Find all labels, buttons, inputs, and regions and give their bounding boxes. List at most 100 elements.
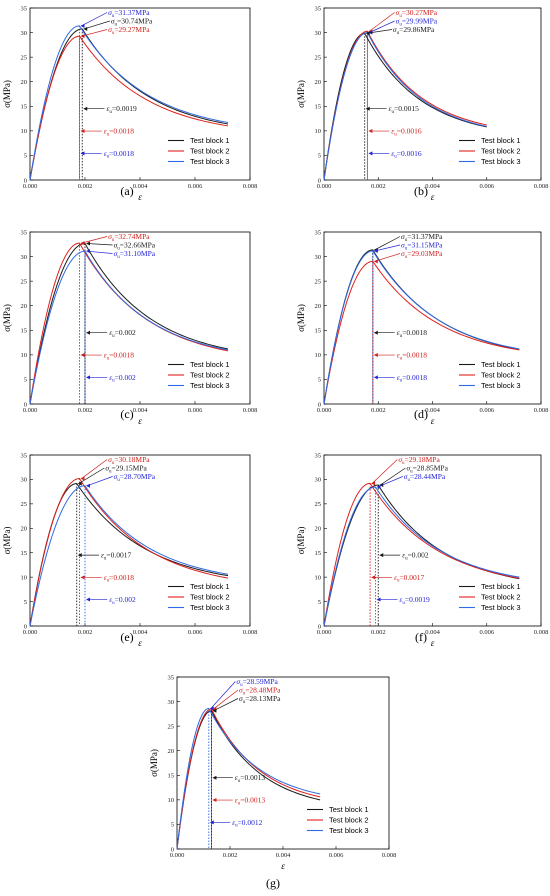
legend-label: Test block 2 xyxy=(481,147,521,156)
x-tick-label: 0.008 xyxy=(534,407,549,414)
y-tick-label: 25 xyxy=(21,278,28,285)
y-tick-label: 25 xyxy=(315,278,322,285)
y-tick-label: 25 xyxy=(315,54,322,61)
peak-strain-label: εu=0.002 xyxy=(109,595,136,606)
peak-stress-label: σu=28.44MPa xyxy=(404,472,446,483)
series-line xyxy=(323,250,520,405)
y-tick-label: 15 xyxy=(21,104,28,111)
peak-strain-label: εu=0.0019 xyxy=(399,595,430,606)
peak-annotation-arrow xyxy=(86,476,113,487)
arrow-head xyxy=(80,353,85,358)
y-tick-label: 35 xyxy=(168,674,175,681)
y-tick-label: 0 xyxy=(318,623,321,630)
peak-strain-label: εu=0.0019 xyxy=(106,104,137,115)
legend-label: Test block 1 xyxy=(190,360,230,369)
x-tick-label: 0.004 xyxy=(133,183,148,190)
x-tick-label: 0.006 xyxy=(329,852,344,859)
arrow-head xyxy=(77,481,82,486)
panel-a: 0 5 10 15 20 25 30 35 0.000 0.002 0.004 0.006 0.008 σ… xyxy=(2,5,257,202)
arrow-head xyxy=(80,241,85,246)
y-tick-label: 20 xyxy=(315,526,322,533)
legend-label: Test block 1 xyxy=(481,360,521,369)
x-tick-label: 0.004 xyxy=(425,629,440,636)
peak-stress-label: σu=29.99MPa xyxy=(396,17,438,28)
arrow-head xyxy=(77,553,82,558)
x-axis-label: ε xyxy=(431,192,435,202)
x-axis-label: ε xyxy=(138,416,142,426)
panel-label: (f) xyxy=(415,630,427,644)
x-axis-label: ε xyxy=(138,638,142,648)
y-tick-label: 35 xyxy=(21,5,28,12)
y-tick-label: 10 xyxy=(168,797,175,804)
arrow-head xyxy=(80,575,85,580)
peak-stress-label: σu=28.48MPa xyxy=(239,686,281,697)
x-tick-label: 0.000 xyxy=(317,407,332,414)
peak-stress-label: σu=30.27MPa xyxy=(396,8,438,19)
y-tick-label: 20 xyxy=(21,303,28,310)
arrow-head xyxy=(373,375,378,380)
peak-annotation-arrow xyxy=(374,244,401,252)
y-tick-label: 5 xyxy=(318,153,321,160)
x-tick-label: 0.006 xyxy=(479,629,494,636)
y-tick-label: 10 xyxy=(21,128,28,135)
panel-e: 0 5 10 15 20 25 30 35 0.000 0.002 0.004 0.006 0.008 σ… xyxy=(2,452,257,648)
peak-strain-label: εu=0.0018 xyxy=(397,373,428,384)
y-tick-label: 35 xyxy=(315,452,322,459)
panel-label: (a) xyxy=(120,184,133,198)
peak-stress-label: σu=28.13MPa xyxy=(239,694,281,705)
y-tick-label: 5 xyxy=(24,377,27,384)
legend-label: Test block 3 xyxy=(481,603,521,612)
y-tick-label: 35 xyxy=(315,229,322,236)
peak-annotation-arrow xyxy=(78,467,105,484)
arrow-head xyxy=(80,129,85,134)
x-tick-label: 0.002 xyxy=(371,629,386,636)
arrow-head xyxy=(365,31,370,36)
panel-f: 0 5 10 15 20 25 30 35 0.000 0.002 0.004 0.006 0.008 σ… xyxy=(296,452,548,648)
arrow-head xyxy=(86,597,90,602)
legend-label: Test block 1 xyxy=(481,136,521,145)
peak-annotation-arrow xyxy=(380,467,406,486)
x-tick-label: 0.006 xyxy=(188,629,203,636)
peak-annotation-arrow xyxy=(86,250,113,254)
peak-strain-label: εu=0.0017 xyxy=(394,573,425,584)
peak-strain-label: εu=0.0018 xyxy=(104,149,135,160)
legend-label: Test block 1 xyxy=(190,582,230,591)
y-tick-label: 30 xyxy=(315,477,322,484)
x-tick-label: 0.000 xyxy=(23,407,38,414)
y-tick-label: 35 xyxy=(21,229,28,236)
arrow-head xyxy=(86,330,90,335)
arrow-head xyxy=(371,481,376,486)
panel-label: (g) xyxy=(266,876,280,890)
panel-label: (b) xyxy=(414,184,428,198)
peak-annotation-arrow xyxy=(81,459,108,479)
peak-stress-label: σu=32.66MPa xyxy=(114,241,156,252)
arrow-head xyxy=(212,798,217,803)
legend-label: Test block 2 xyxy=(329,816,369,825)
arrow-head xyxy=(373,330,378,335)
y-axis-label: σ(MPa) xyxy=(149,749,159,777)
y-tick-label: 30 xyxy=(315,254,322,261)
peak-strain-label: εu=0.0015 xyxy=(389,104,420,115)
x-axis-label: ε xyxy=(281,861,285,871)
y-axis-label: σ(MPa) xyxy=(296,80,306,108)
arrow-head xyxy=(80,151,85,156)
peak-stress-label: σu=29.86MPa xyxy=(393,25,435,36)
x-tick-label: 0.004 xyxy=(133,629,148,636)
peak-annotation-arrow xyxy=(213,698,239,712)
arrow-head xyxy=(80,476,85,481)
x-axis-label: ε xyxy=(431,416,435,426)
legend-label: Test block 2 xyxy=(190,593,230,602)
y-tick-label: 20 xyxy=(315,303,322,310)
peak-annotation-arrow xyxy=(81,236,108,244)
x-tick-label: 0.004 xyxy=(425,183,440,190)
arrow-head xyxy=(371,575,376,580)
y-tick-label: 20 xyxy=(168,748,175,755)
y-tick-label: 20 xyxy=(315,79,322,86)
peak-strain-label: εu=0.0018 xyxy=(397,351,428,362)
legend-label: Test block 3 xyxy=(481,157,521,166)
y-tick-label: 0 xyxy=(171,846,174,853)
panel-b: 0 5 10 15 20 25 30 35 0.000 0.002 0.004 0.006 0.008 σ… xyxy=(296,5,548,202)
peak-stress-label: σu=28.70MPa xyxy=(114,472,156,483)
series-line xyxy=(323,260,520,405)
